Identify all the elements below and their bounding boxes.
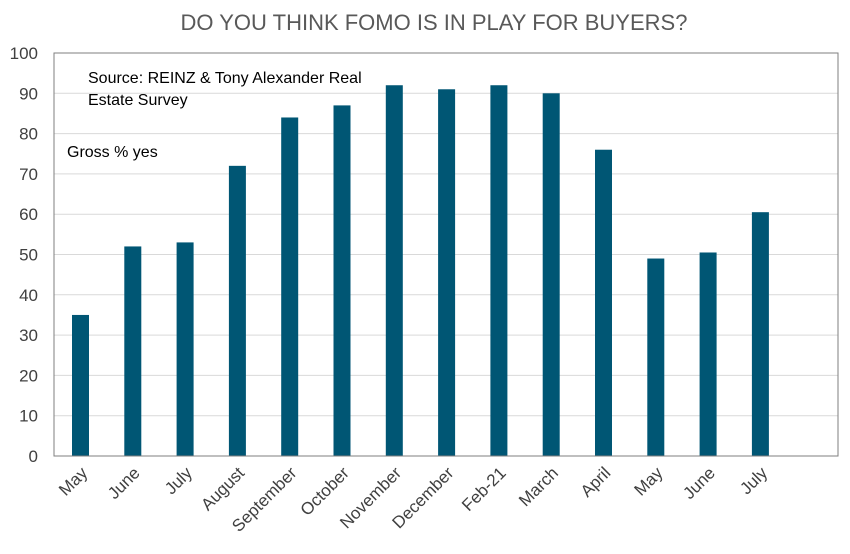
bar xyxy=(542,93,560,457)
bar xyxy=(124,246,142,456)
x-axis-ticks: May June July AugustSeptemberOctoberNovembe… xyxy=(55,463,771,536)
bar xyxy=(333,105,351,456)
y-tick-label: 30 xyxy=(19,326,38,345)
bar xyxy=(595,149,612,456)
bar xyxy=(228,165,246,456)
bar xyxy=(176,242,194,456)
x-tick-label: May xyxy=(55,463,91,499)
bar xyxy=(647,258,665,456)
x-tick-label: May xyxy=(630,463,666,499)
source-note-line-1: Source: REINZ & Tony Alexander Real xyxy=(88,70,362,87)
chart-title: DO YOU THINK FOMO IS IN PLAY FOR BUYERS? xyxy=(181,10,688,35)
bar xyxy=(385,85,403,457)
x-tick-label: Feb-21 xyxy=(458,463,510,515)
y-tick-label: 80 xyxy=(19,125,38,144)
measure-note: Gross % yes xyxy=(67,144,158,161)
x-tick-label: July xyxy=(736,463,771,498)
y-tick-label: 90 xyxy=(19,84,38,103)
bars xyxy=(72,85,769,457)
x-tick-label: August xyxy=(197,463,248,514)
bar xyxy=(490,85,508,457)
bar xyxy=(281,117,299,456)
y-axis-ticks: 0 10 20 30 40 50 60 70 80 90 100 xyxy=(10,44,38,466)
y-tick-label: 50 xyxy=(19,246,38,265)
plot-frame xyxy=(53,52,839,457)
bar xyxy=(72,314,89,456)
x-tick-label: April xyxy=(577,463,614,500)
bar xyxy=(699,252,717,456)
y-tick-label: 100 xyxy=(10,44,38,63)
bar xyxy=(751,212,769,456)
x-tick-label: March xyxy=(515,463,562,510)
y-tick-label: 0 xyxy=(29,447,38,466)
source-note-line-2: Estate Survey xyxy=(88,92,188,109)
y-tick-label: 10 xyxy=(19,407,38,426)
y-tick-label: 20 xyxy=(19,366,38,385)
x-tick-label: July xyxy=(161,463,196,498)
y-tick-label: 40 xyxy=(19,286,38,305)
x-tick-label: June xyxy=(104,463,144,503)
bar xyxy=(438,89,456,457)
y-tick-label: 70 xyxy=(19,165,38,184)
x-tick-label: June xyxy=(679,463,719,503)
y-tick-label: 60 xyxy=(19,205,38,224)
